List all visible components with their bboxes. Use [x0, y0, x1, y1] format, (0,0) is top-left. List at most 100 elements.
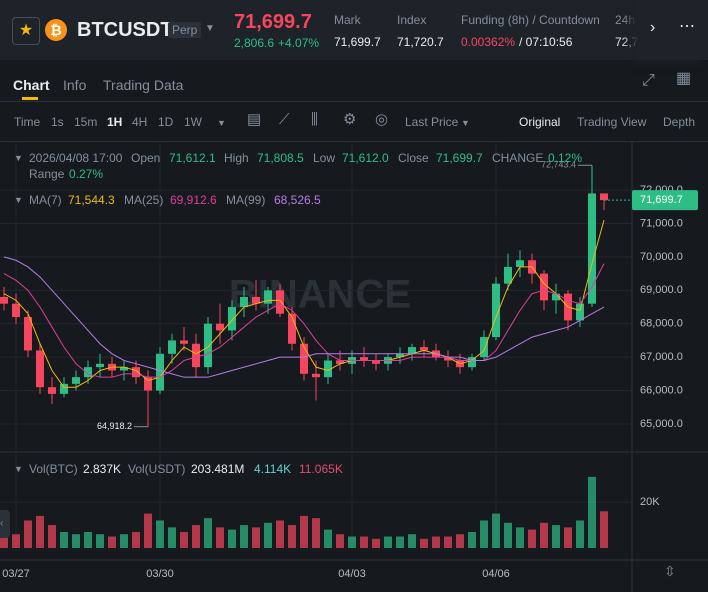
view[interactable]: Depth	[663, 115, 696, 129]
info-label: Range	[29, 167, 65, 181]
expand-icon[interactable]: ⤢	[642, 72, 655, 89]
volume-bar	[504, 522, 512, 548]
funding-rate: 0.00362%	[461, 35, 516, 49]
interval[interactable]: 1s	[51, 115, 64, 129]
tab-underline	[22, 97, 38, 100]
candle-body	[336, 360, 344, 364]
volume-bar	[96, 534, 104, 548]
info-value: 0.12%	[548, 151, 583, 165]
volume-bar	[240, 525, 248, 548]
stat-value: 72,7	[615, 35, 639, 49]
volume-bar	[216, 527, 224, 548]
volume-bar	[468, 531, 476, 548]
volume-bar	[288, 525, 296, 548]
coin-icon: ₿	[45, 19, 67, 41]
tab[interactable]: Trading Data	[103, 77, 184, 93]
volume-bar	[276, 520, 284, 548]
candle-body	[420, 347, 428, 351]
volume-bar	[564, 527, 572, 548]
info-value: 0.27%	[69, 167, 104, 181]
candle-body	[252, 296, 260, 304]
candle-body	[96, 363, 104, 368]
y-tick-label: 70,000.0	[640, 251, 683, 263]
divider	[0, 141, 708, 142]
symbol-caret[interactable]: ▼	[205, 23, 215, 34]
stat-label: Funding (8h) / Countdown	[461, 13, 600, 27]
volume-bar	[324, 529, 332, 548]
volume-bar	[516, 527, 524, 548]
last-price: 71,699.7	[234, 11, 312, 33]
interval[interactable]: 1D	[158, 115, 174, 129]
candle-body	[48, 387, 56, 394]
collapse-caret[interactable]: ▼	[14, 195, 23, 205]
volume-bar	[480, 520, 488, 548]
volume-bar	[456, 534, 464, 548]
volume-bar	[120, 534, 128, 548]
tool-icon[interactable]: ⫼	[311, 111, 318, 128]
tab[interactable]: Chart	[13, 77, 50, 93]
more-menu[interactable]: ⋯	[679, 18, 695, 35]
candle-body	[540, 273, 548, 301]
countdown: / 07:10:56	[519, 35, 573, 49]
interval[interactable]: 1H	[107, 115, 123, 129]
interval[interactable]: Time	[14, 115, 41, 129]
volume-bar	[84, 531, 92, 548]
collapse-caret[interactable]: ▼	[14, 153, 23, 163]
x-tick-label: 03/27	[2, 568, 30, 580]
header-bar	[0, 0, 708, 60]
candle-body	[588, 193, 596, 304]
candle-body	[12, 303, 20, 318]
layout-icon[interactable]: ▦	[676, 70, 692, 87]
candle-body	[180, 340, 188, 344]
ma-value: 69,912.6	[170, 193, 217, 207]
symbol[interactable]: BTCUSDT	[77, 19, 173, 41]
ma-line	[3, 263, 605, 378]
perp-badge: Perp	[168, 22, 202, 38]
scroll-right[interactable]: ›	[650, 19, 656, 36]
interval-caret[interactable]: ▼	[217, 118, 226, 128]
collapse-caret[interactable]: ▼	[14, 464, 23, 474]
interval[interactable]: 15m	[74, 115, 98, 129]
tab[interactable]: Info	[63, 77, 87, 93]
interval[interactable]: 1W	[184, 115, 202, 129]
tool-icon[interactable]: ⚙	[343, 111, 357, 128]
candle-body	[444, 357, 452, 361]
info-value: 71,612.0	[342, 151, 389, 165]
volume-bar	[420, 538, 428, 548]
view[interactable]: Original	[519, 115, 561, 129]
ma-label: MA(99)	[226, 193, 266, 207]
favorite-star[interactable]: ★	[12, 17, 40, 45]
divider	[0, 101, 708, 102]
v-tick-label: 20K	[640, 496, 660, 508]
info-label: High	[224, 151, 249, 165]
scroll-left[interactable]: ‹	[0, 510, 10, 538]
volume-bar	[252, 527, 260, 548]
candle-body	[24, 317, 32, 351]
price-type[interactable]: Last Price	[405, 115, 459, 129]
price-type-caret[interactable]: ▼	[461, 118, 470, 128]
ma-label: MA(7)	[29, 193, 62, 207]
reset-axis[interactable]: ⇳	[664, 563, 676, 579]
candle-body	[36, 350, 44, 388]
volume-bar	[156, 520, 164, 548]
vol-ma-value: 4.114K	[254, 462, 292, 476]
candle-body	[312, 373, 320, 378]
volume-bar	[600, 511, 608, 548]
volume-bar	[264, 522, 272, 548]
info-date: 2026/04/08 17:00	[29, 151, 123, 165]
tool-icon[interactable]: ⟋	[279, 111, 290, 128]
volume-bar	[336, 534, 344, 548]
min-label: 64,918.2	[97, 421, 132, 431]
interval[interactable]: 4H	[132, 115, 148, 129]
tool-icon[interactable]: ◎	[375, 111, 389, 128]
candle-body	[228, 307, 236, 331]
view[interactable]: Trading View	[577, 115, 647, 129]
header-actions	[638, 0, 708, 60]
candle-body	[192, 343, 200, 368]
chart: BINANCE 65,000.0 66,000.0 67,000.0 68,000.0 6…	[0, 142, 708, 592]
candle-body	[156, 353, 164, 391]
tool-icon[interactable]: ▤	[247, 111, 262, 128]
info-label: CHANGE	[492, 151, 544, 165]
info-value: 71,808.5	[257, 151, 304, 165]
